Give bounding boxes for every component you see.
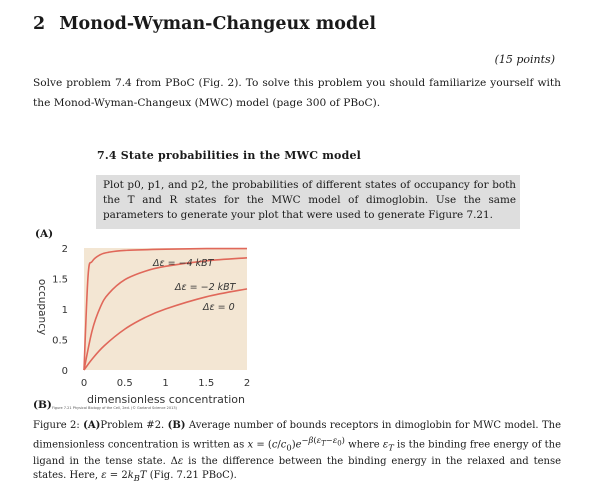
- section-number: 2: [33, 14, 46, 34]
- series-line-1: [83, 247, 248, 371]
- section-title: Monod-Wyman-Changeux model: [59, 14, 376, 34]
- series-label-minus4: Δε = −4 kBT: [152, 258, 215, 269]
- x-tick-label: 2: [244, 378, 250, 389]
- problem-text: Plot p0, p1, and p2, the probabilities o…: [103, 179, 516, 221]
- points-label: (15 points): [494, 53, 555, 66]
- y-tick-label: 0: [62, 366, 68, 377]
- series-curves: [83, 247, 248, 371]
- problem-box: [96, 175, 520, 229]
- x-tick-labels: 0 0.5 1 1.5 2: [81, 378, 250, 389]
- problem-title: 7.4 State probabilities in the MWC model: [97, 149, 362, 162]
- series-line-3: [83, 288, 248, 371]
- y-axis-label: occupancy: [36, 279, 48, 335]
- panel-label-b: (B): [33, 399, 52, 411]
- y-tick-label: 1: [62, 305, 68, 316]
- y-tick-label: 0.5: [52, 336, 68, 347]
- series-label-zero: Δε = 0: [202, 302, 235, 313]
- section-heading: 2 Monod-Wyman-Changeux model: [33, 14, 376, 34]
- figure-credit: Figure 7.21 Physical Biology of the Cell…: [52, 406, 178, 410]
- series-label-minus2: Δε = −2 kBT: [174, 282, 237, 293]
- x-axis-label: dimensionless concentration: [87, 393, 245, 406]
- y-tick-labels: 0 0.5 1 1.5 2: [52, 244, 68, 377]
- x-tick-label: 0.5: [117, 378, 133, 389]
- x-tick-label: 1: [162, 378, 168, 389]
- x-tick-label: 1.5: [198, 378, 214, 389]
- x-tick-label: 0: [81, 378, 87, 389]
- figure-caption: Figure 2: (A)Problem #2. (B) Average num…: [33, 420, 561, 484]
- y-tick-label: 2: [62, 244, 68, 255]
- series-line-2: [83, 257, 248, 371]
- panel-label-a: (A): [35, 228, 54, 240]
- instructions-paragraph: Solve problem 7.4 from PBoC (Fig. 2). To…: [33, 77, 561, 109]
- y-tick-label: 1.5: [52, 275, 68, 286]
